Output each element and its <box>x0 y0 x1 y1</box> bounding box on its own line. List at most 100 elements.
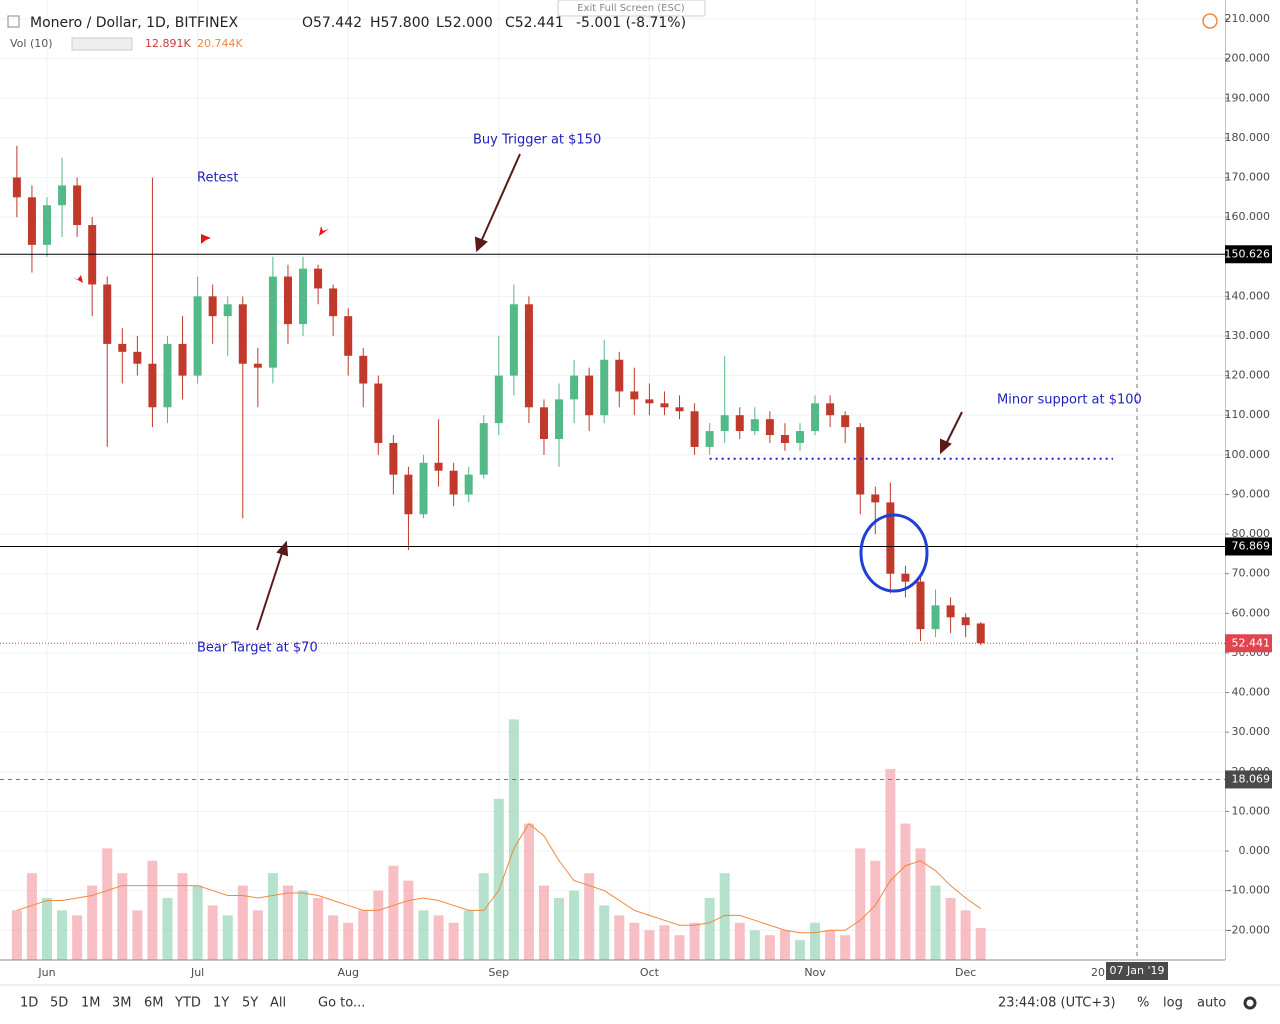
highlight-circle <box>859 513 929 593</box>
candle-body <box>148 363 157 408</box>
candle-body <box>630 391 639 400</box>
annotation: Buy Trigger at $150 <box>473 133 601 148</box>
candle-body <box>660 403 669 408</box>
candle-body <box>449 470 458 495</box>
range-button[interactable]: 5D <box>50 996 68 1011</box>
candle-body <box>765 419 774 436</box>
volume-bar <box>147 860 158 960</box>
price-axis-bg <box>1225 0 1226 960</box>
volume-bar <box>207 905 218 960</box>
candle-body <box>283 276 292 325</box>
volume-bar <box>629 922 640 960</box>
volume-bar <box>644 930 655 960</box>
candle-body <box>886 502 895 574</box>
candle-body <box>555 399 564 439</box>
candle-body <box>404 474 413 515</box>
level-tag <box>1225 245 1272 264</box>
range-button[interactable]: 1D <box>20 996 38 1011</box>
y-tick-label: 180.000 <box>1225 131 1271 144</box>
clock: 23:44:08 (UTC+3) <box>998 996 1116 1011</box>
candle-body <box>539 407 548 439</box>
candle-body <box>750 419 759 432</box>
volume-bar <box>825 930 836 960</box>
volume-bar <box>237 885 248 960</box>
candle-body <box>178 343 187 376</box>
candle-body <box>931 605 940 630</box>
volume-bar <box>493 798 504 960</box>
y-tick-label: 30.000 <box>1232 725 1271 738</box>
volume-bar <box>478 873 489 960</box>
percent-toggle[interactable]: % <box>1137 996 1149 1011</box>
candle-body <box>871 494 880 503</box>
volume-bar <box>855 848 866 960</box>
candle-body <box>946 605 955 618</box>
exit-fullscreen[interactable] <box>557 0 706 17</box>
range-button[interactable]: 5Y <box>242 996 258 1011</box>
volume-bar <box>885 768 896 960</box>
crosshair-label: 18.069 <box>1232 772 1271 785</box>
candle-body <box>329 288 338 317</box>
y-tick-label: 140.000 <box>1225 289 1271 302</box>
volume-bar <box>267 873 278 960</box>
alert-icon[interactable] <box>1202 13 1218 29</box>
range-button[interactable]: All <box>270 996 286 1011</box>
annotation: Retest <box>197 171 238 186</box>
y-tick-label: -10.000 <box>1228 884 1270 897</box>
indicator-buttons[interactable] <box>71 37 133 51</box>
ohlc-value: L52.000 <box>436 15 493 31</box>
last-price-tag <box>1225 634 1272 653</box>
volume-bar <box>508 719 519 960</box>
candle-body <box>299 268 308 325</box>
candle-body <box>419 462 428 515</box>
red-arrows <box>73 226 329 283</box>
goto-button[interactable]: Go to... <box>318 996 365 1011</box>
crosshair-x-tag <box>1106 962 1168 980</box>
range-button[interactable]: 3M <box>112 996 132 1011</box>
log-toggle[interactable]: log <box>1163 996 1183 1011</box>
candle-body <box>163 343 172 408</box>
range-button[interactable]: 6M <box>144 996 164 1011</box>
volume-bar <box>779 930 790 960</box>
level-label: 150.626 <box>1225 247 1271 260</box>
y-tick-label: 70.000 <box>1232 567 1271 580</box>
volume-bar <box>538 885 549 960</box>
crosshair-tag <box>1225 770 1272 789</box>
candle-body <box>12 177 21 198</box>
range-button[interactable]: 1Y <box>213 996 229 1011</box>
y-tick-label: 60.000 <box>1232 606 1271 619</box>
candle-body <box>796 431 804 443</box>
candle-body <box>43 205 51 245</box>
candle-body <box>389 442 398 475</box>
range-button[interactable]: 1M <box>81 996 101 1011</box>
candle-body <box>916 581 925 630</box>
volume-bar <box>569 890 580 960</box>
volume-bar <box>930 885 941 960</box>
collapse-icon[interactable] <box>7 15 20 28</box>
volume-bar <box>975 928 986 960</box>
volume-bar <box>343 922 354 960</box>
y-tick-label: 10.000 <box>1232 804 1271 817</box>
candle-body <box>585 375 594 416</box>
candle-body <box>509 304 518 376</box>
candle-body <box>314 268 323 289</box>
volume-bar <box>915 848 926 960</box>
settings-icon[interactable] <box>1243 996 1257 1010</box>
auto-toggle[interactable]: auto <box>1197 996 1226 1011</box>
volume-title: Vol (10) <box>10 37 53 50</box>
range-button[interactable]: YTD <box>174 996 201 1011</box>
x-tick-label: Jun <box>37 966 55 979</box>
volume-bar <box>388 865 399 960</box>
volume-bar <box>328 915 339 960</box>
candle-body <box>720 415 729 432</box>
candle-body <box>58 185 67 206</box>
change-value: -5.001 (-8.71%) <box>576 15 686 31</box>
annotation: Minor support at $100 <box>997 393 1142 408</box>
y-tick-label: 40.000 <box>1232 686 1271 699</box>
volume-bar <box>373 890 384 960</box>
exit-fullscreen-label[interactable]: Exit Full Screen (ESC) <box>577 3 685 14</box>
volume-bar <box>358 910 369 960</box>
annotation: Bear Target at $70 <box>197 641 318 656</box>
last-price-label: 52.441 <box>1232 636 1271 649</box>
volume-bar <box>840 935 851 960</box>
symbol-title: Monero / Dollar, 1D, BITFINEX <box>30 15 238 31</box>
